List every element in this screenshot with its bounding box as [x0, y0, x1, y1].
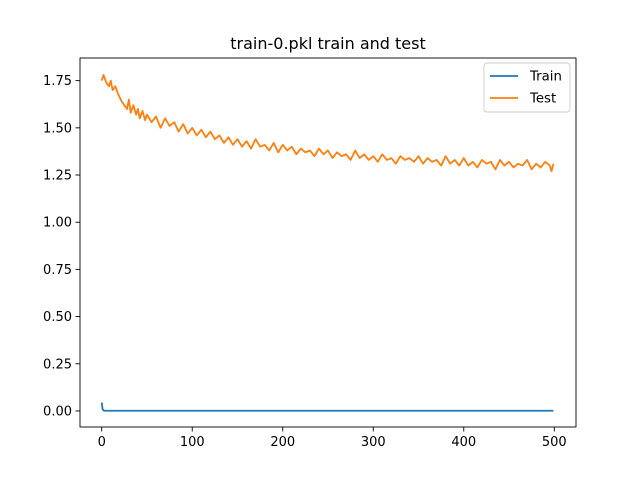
x-tick-label: 0 — [98, 435, 106, 450]
y-tick-label: 1.75 — [43, 74, 72, 89]
x-tick-label: 400 — [451, 435, 476, 450]
y-tick-label: 0.50 — [43, 310, 72, 325]
legend-label-test: Test — [529, 92, 556, 107]
y-tick-label: 0.75 — [43, 263, 72, 278]
x-tick-label: 300 — [361, 435, 386, 450]
x-tick-label: 500 — [542, 435, 567, 450]
legend-label-train: Train — [529, 70, 562, 85]
y-tick-label: 0.00 — [43, 404, 72, 419]
chart-legend: Train Test — [483, 62, 571, 113]
y-tick-label: 0.25 — [43, 357, 72, 372]
y-tick-label: 1.25 — [43, 169, 72, 184]
y-axis-ticks: 0.00 0.25 0.50 0.75 1.00 1.25 1.50 1.75 — [43, 74, 80, 419]
chart-title: train-0.pkl train and test — [230, 34, 425, 53]
series-line-train — [100, 402, 554, 412]
x-tick-label: 100 — [180, 435, 205, 450]
y-tick-label: 1.50 — [43, 121, 72, 136]
x-tick-label: 200 — [270, 435, 295, 450]
y-tick-label: 1.00 — [43, 216, 72, 231]
x-axis-ticks: 0 100 200 300 400 500 — [98, 427, 567, 450]
plot-frame — [79, 57, 577, 428]
series-layer — [100, 74, 555, 412]
series-line-test — [100, 74, 555, 173]
